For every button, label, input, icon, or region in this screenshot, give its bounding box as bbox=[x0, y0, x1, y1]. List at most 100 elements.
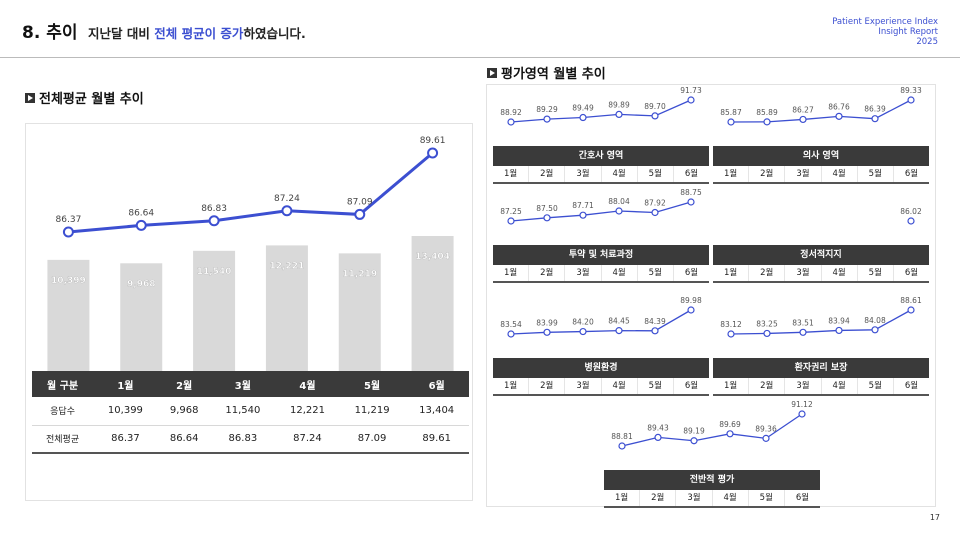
average-point bbox=[135, 219, 147, 231]
domain-point bbox=[507, 118, 515, 126]
average-point bbox=[354, 208, 366, 220]
month-tick-label: 2월 bbox=[749, 265, 786, 281]
domain-point bbox=[690, 437, 698, 445]
domain-point bbox=[762, 434, 770, 442]
response-bar-label: 11,540 bbox=[197, 267, 232, 277]
domain-value-label: 88.75 bbox=[680, 188, 702, 197]
domain-point bbox=[727, 330, 735, 338]
response-bar-label: 11,219 bbox=[342, 269, 377, 279]
average-label: 86.37 bbox=[56, 215, 82, 225]
domain-line-chart: 86.02 bbox=[900, 207, 922, 225]
domain-line-chart: 83.54 83.99 84.20 84.45 84.39 89.98 bbox=[500, 296, 702, 338]
month-tick-label: 6월 bbox=[904, 268, 919, 278]
domain-month-axis: 1월 2월 3월 4월 5월 6월 bbox=[604, 490, 820, 508]
month-tick-label: 5월 bbox=[749, 490, 785, 506]
domain-value-label: 84.45 bbox=[608, 317, 630, 326]
domain-value-label: 89.33 bbox=[900, 86, 922, 95]
domain-line-chart: 87.25 87.50 87.71 88.04 87.92 88.75 bbox=[500, 188, 702, 225]
domain-point bbox=[871, 115, 879, 123]
table-cell: 9,968 bbox=[157, 397, 211, 426]
domain-value-label: 85.89 bbox=[756, 108, 778, 117]
domain-value-label: 89.70 bbox=[644, 102, 666, 111]
month-tick-label: 2월 bbox=[640, 490, 677, 506]
domain-month-axis: 1월 2월 3월 4월 5월 6월 bbox=[493, 166, 709, 184]
month-tick-label: 2월 bbox=[529, 166, 566, 182]
table-header-month: 1월 bbox=[93, 371, 158, 397]
domain-chart-title: 의사 영역 bbox=[713, 146, 929, 166]
domain-point bbox=[907, 96, 915, 104]
table-header-month: 3월 bbox=[210, 371, 276, 397]
section-subtitle: 지난달 대비 전체 평균이 증가하였습니다. bbox=[88, 23, 306, 42]
domain-value-label: 89.29 bbox=[536, 105, 558, 114]
domain-point bbox=[579, 211, 587, 219]
month-tick-label: 1월 bbox=[713, 265, 750, 281]
domain-point bbox=[543, 328, 551, 336]
domain-point bbox=[654, 433, 662, 442]
response-bar bbox=[411, 236, 454, 371]
average-point bbox=[208, 215, 220, 227]
domain-month-axis: 1월 2월 3월 4월 5월 6월 bbox=[713, 166, 929, 184]
domain-line-chart: 88.81 89.43 89.19 89.69 89.36 91.12 bbox=[611, 400, 813, 450]
domain-chart-title: 전반적 평가 bbox=[604, 470, 820, 490]
domain-value-label: 88.61 bbox=[900, 296, 922, 305]
table-header-label: 월 구분 bbox=[32, 371, 94, 397]
domain-line bbox=[730, 99, 912, 123]
response-bar bbox=[265, 245, 308, 371]
domain-value-label: 83.12 bbox=[720, 320, 742, 329]
month-tick-label: 4월 bbox=[602, 378, 638, 394]
table-header-month: 6월 bbox=[404, 371, 469, 397]
domain-chart-title: 환자권리 보장 bbox=[713, 358, 929, 378]
right-section-title: 평가영역 월별 추이 bbox=[487, 63, 606, 82]
domain-point bbox=[726, 430, 734, 438]
domain-point bbox=[579, 327, 587, 336]
month-tick-label: 4월 bbox=[822, 166, 858, 182]
row-label-average: 전체평균 bbox=[32, 425, 94, 454]
domain-point bbox=[651, 112, 659, 120]
domain-value-label: 83.99 bbox=[536, 318, 558, 327]
domain-point bbox=[507, 217, 515, 225]
month-tick-label: 4월 bbox=[822, 265, 858, 281]
overall-monthly-chart: 10,399 9,968 11,540 12,221 11,219 13,404 86.37… bbox=[47, 136, 454, 371]
domain-line bbox=[510, 309, 692, 335]
domain-value-label: 85.87 bbox=[720, 108, 742, 117]
domain-month-axis: 1월 2월 3월 4월 5월 6월 bbox=[713, 378, 929, 396]
domain-value-label: 91.73 bbox=[680, 86, 702, 95]
month-tick-label: 1월 bbox=[713, 378, 750, 394]
domain-line bbox=[730, 309, 912, 335]
domain-line-chart: 88.92 89.29 89.49 89.89 89.70 91.73 bbox=[500, 86, 702, 126]
month-tick-label: 6월 bbox=[795, 493, 810, 503]
month-tick-label: 2월 bbox=[749, 378, 786, 394]
domain-value-label: 89.49 bbox=[572, 104, 594, 113]
response-bar bbox=[338, 253, 381, 371]
subtitle-suffix: 하였습니다. bbox=[243, 26, 306, 41]
domain-value-label: 89.36 bbox=[755, 424, 777, 433]
domain-value-label: 84.08 bbox=[864, 316, 886, 325]
domain-point bbox=[543, 115, 551, 123]
month-tick-label: 4월 bbox=[713, 490, 749, 506]
left-section-title-text: 전체평균 월별 추이 bbox=[39, 92, 144, 107]
domain-point bbox=[579, 113, 587, 122]
domain-point bbox=[907, 306, 915, 314]
average-label: 86.83 bbox=[201, 204, 227, 214]
section-bullet-icon bbox=[25, 92, 35, 103]
subtitle-prefix: 지난달 대비 bbox=[88, 26, 155, 41]
domain-value-label: 87.92 bbox=[644, 199, 666, 208]
domain-value-label: 89.19 bbox=[683, 427, 705, 436]
month-tick-label: 5월 bbox=[858, 265, 894, 281]
domain-month-axis: 1월 2월 3월 4월 5월 6월 bbox=[493, 378, 709, 396]
month-tick-label: 6월 bbox=[684, 169, 699, 179]
page-number: 17 bbox=[929, 513, 940, 522]
month-tick-label: 2월 bbox=[529, 378, 566, 394]
month-tick-label: 5월 bbox=[858, 166, 894, 182]
domain-value-label: 87.25 bbox=[500, 207, 522, 216]
month-tick-label: 6월 bbox=[904, 381, 919, 391]
month-tick-label: 5월 bbox=[638, 265, 674, 281]
domain-month-axis: 1월 2월 3월 4월 5월 6월 bbox=[713, 265, 929, 283]
domain-point bbox=[615, 110, 623, 119]
table-cell: 11,540 bbox=[210, 397, 276, 426]
domain-line-chart: 83.12 83.25 83.51 83.94 84.08 88.61 bbox=[720, 296, 922, 338]
table-cell: 11,219 bbox=[339, 397, 405, 426]
domain-value-label: 89.69 bbox=[719, 420, 741, 429]
domain-point bbox=[763, 118, 771, 126]
report-line-1: Patient Experience Index bbox=[832, 17, 938, 27]
